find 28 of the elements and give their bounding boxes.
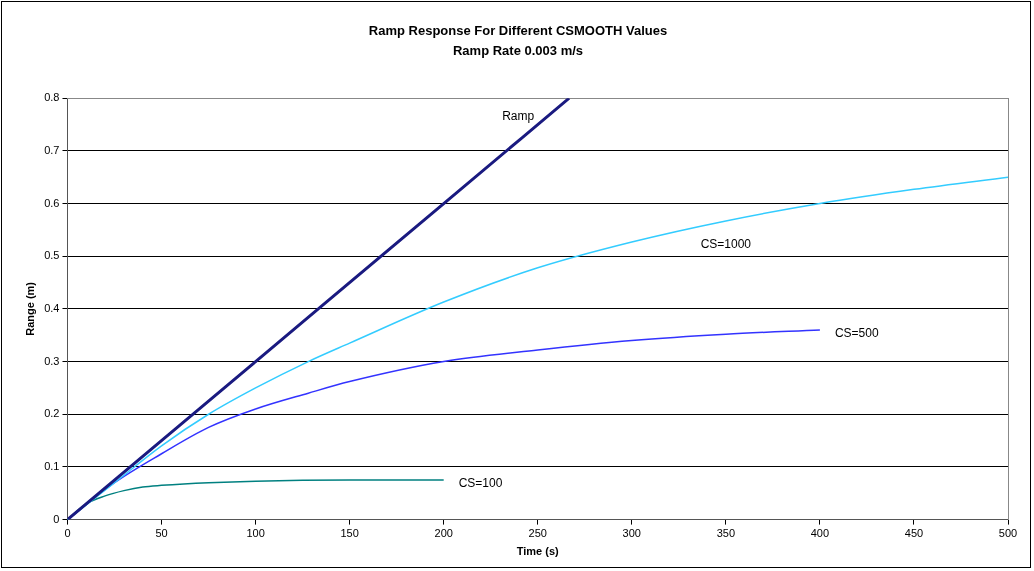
- x-axis-title: Time (s): [516, 545, 560, 558]
- x-tick-label: 450: [904, 527, 924, 540]
- chart-subtitle: Ramp Rate 0.003 m/s: [452, 42, 584, 58]
- x-tick-label: 500: [998, 527, 1018, 540]
- series-label: CS=100: [458, 476, 503, 491]
- y-tick-label: 0.4: [44, 301, 60, 314]
- series-label: Ramp: [502, 108, 535, 123]
- x-tick-label: 150: [340, 527, 359, 540]
- y-axis-title: Range (m): [23, 281, 36, 336]
- x-tick-label: 0: [64, 527, 71, 540]
- x-tick-label: 100: [246, 527, 265, 540]
- series-label: CS=500: [834, 326, 879, 341]
- y-tick-label: 0.3: [44, 354, 60, 367]
- y-tick-label: 0.5: [44, 249, 60, 262]
- y-tick-label: 0.6: [44, 196, 60, 209]
- x-tick-label: 350: [716, 527, 736, 540]
- x-tick-label: 250: [528, 527, 547, 540]
- x-tick-label: 50: [155, 527, 168, 540]
- series-label: CS=1000: [700, 237, 752, 252]
- y-tick-label: 0: [53, 512, 60, 525]
- x-tick-label: 200: [434, 527, 453, 540]
- chart-title: Ramp Response For Different CSMOOTH Values: [368, 23, 668, 39]
- x-tick-label: 300: [622, 527, 641, 540]
- y-tick-label: 0.2: [44, 407, 60, 420]
- y-tick-label: 0.1: [44, 459, 60, 472]
- x-tick-label: 400: [810, 527, 830, 540]
- y-tick-label: 0.7: [44, 143, 60, 156]
- y-tick-label: 0.8: [44, 91, 60, 104]
